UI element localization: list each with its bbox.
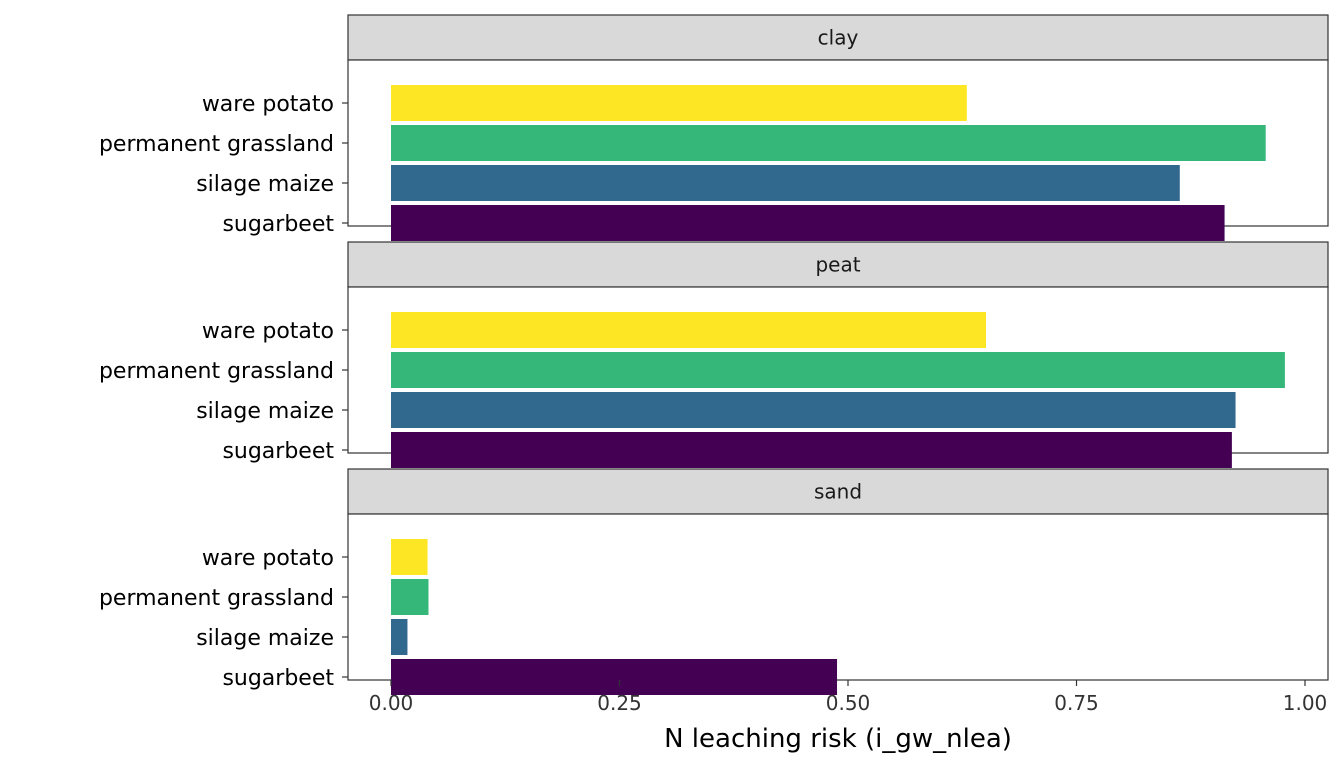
y-tick-label: silage maize (196, 399, 334, 424)
facet-peat: peat ware potato permanent grassland silage… (99, 241, 1329, 468)
facet-strip-label: peat (815, 253, 860, 277)
facet-sand: sand ware potato permanent grassland silage… (99, 468, 1329, 695)
y-tick-label: ware potato (202, 546, 334, 571)
y-tick-label: silage maize (196, 626, 334, 651)
bar-clay-sugarbeet (391, 205, 1225, 241)
bar-peat-sugarbeet (391, 432, 1232, 468)
facet-strip (347, 14, 1329, 61)
bar-clay-silage-maize (391, 165, 1180, 201)
y-tick-label: sugarbeet (222, 666, 334, 691)
x-axis-title: N leaching risk (i_gw_nlea) (664, 724, 1012, 754)
bar-sand-silage-maize (391, 619, 408, 655)
x-axis: 0.00 0.25 0.50 0.75 1.00 (369, 680, 1328, 715)
y-tick-label: sugarbeet (222, 439, 334, 464)
y-tick-label: silage maize (196, 172, 334, 197)
y-tick-label: permanent grassland (99, 132, 334, 157)
x-tick-label: 0.50 (826, 691, 871, 715)
panel-background (347, 513, 1329, 681)
x-tick-label: 1.00 (1283, 691, 1328, 715)
facet-strip (347, 468, 1329, 515)
y-tick-label: permanent grassland (99, 359, 334, 384)
bar-sand-sugarbeet (391, 659, 838, 695)
facet-strip (347, 241, 1329, 288)
bar-sand-permanent-grassland (391, 579, 429, 615)
x-tick-label: 0.00 (369, 691, 414, 715)
y-tick-label: ware potato (202, 319, 334, 344)
x-tick-label: 0.25 (597, 691, 642, 715)
y-tick-label: sugarbeet (222, 212, 334, 237)
bar-clay-permanent-grassland (391, 125, 1266, 161)
y-tick-label: permanent grassland (99, 586, 334, 611)
x-tick-label: 0.75 (1054, 691, 1099, 715)
bar-peat-ware-potato (391, 312, 987, 348)
facet-strip-label: clay (818, 26, 859, 50)
facet-strip-label: sand (814, 480, 862, 504)
y-tick-label: ware potato (202, 92, 334, 117)
bar-sand-ware-potato (391, 539, 428, 575)
bar-peat-silage-maize (391, 392, 1236, 428)
facet-clay: clay ware potato permanent grassland silage… (99, 14, 1329, 241)
facet-panels: clay ware potato permanent grassland silage… (99, 14, 1329, 695)
bar-peat-permanent-grassland (391, 352, 1285, 388)
bar-clay-ware-potato (391, 85, 967, 121)
